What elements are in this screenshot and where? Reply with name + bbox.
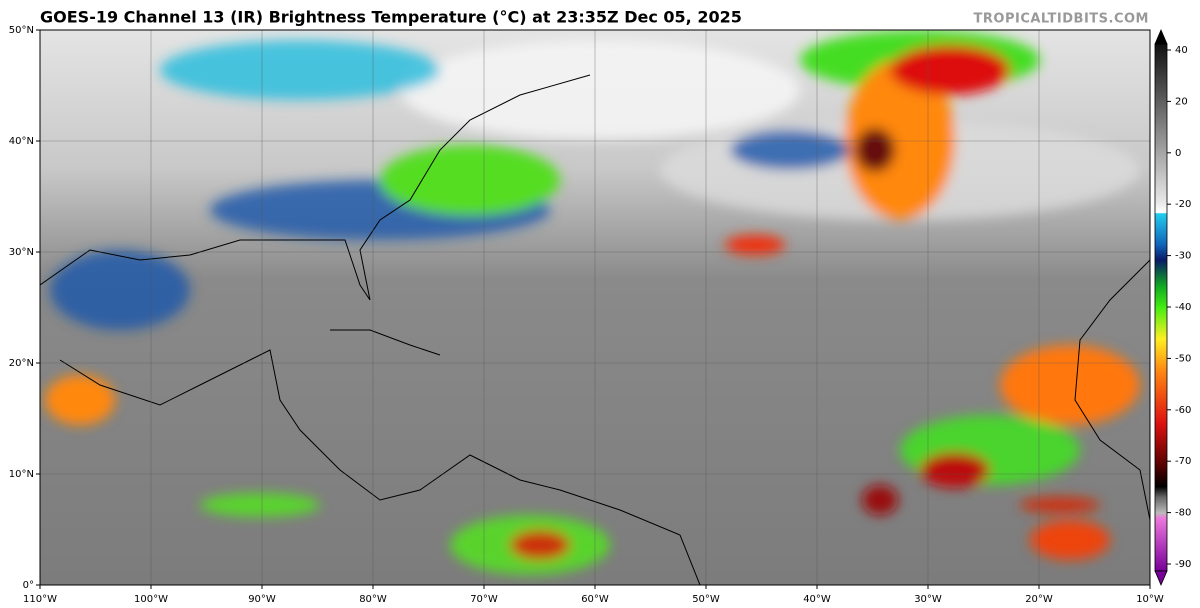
credit: TROPICALTIDBITS.COM [974, 12, 1149, 27]
title: GOES-19 Channel 13 (IR) Brightness Tempe… [40, 8, 742, 27]
colorbar-label: -30 [1175, 251, 1191, 262]
cloud-tops [45, 30, 1140, 575]
lat-label: 50°N [9, 25, 34, 36]
axis-labels: 50°N 40°N 30°N 20°N 10°N 0° 110°W 100°W 90°W 80°W… [9, 25, 1164, 605]
cloud [510, 530, 570, 560]
lat-label: 40°N [9, 136, 34, 147]
lon-label: 60°W [581, 594, 609, 605]
lon-label: 70°W [470, 594, 498, 605]
cloud [730, 130, 850, 170]
lon-label: 110°W [23, 594, 57, 605]
colorbar-label: -20 [1175, 199, 1191, 210]
cloud [862, 485, 898, 515]
colorbar-label: 40 [1175, 45, 1188, 56]
lon-label: 90°W [248, 594, 276, 605]
colorbar-ramp [1154, 43, 1168, 572]
cloud [725, 235, 785, 255]
coast-central-america [59, 349, 701, 585]
colorbar-label: -60 [1175, 405, 1191, 416]
cloud [160, 40, 440, 100]
coast-cuba [330, 329, 441, 356]
lat-label: 20°N [9, 358, 34, 369]
imagery [40, 30, 1150, 585]
lat-label: 10°N [9, 469, 34, 480]
colorbar-label: 20 [1175, 96, 1188, 107]
cloud [380, 145, 560, 215]
colorbar-label: -50 [1175, 353, 1191, 364]
graticule [40, 30, 1150, 585]
colorbar-ticks: 40 20 0 -20 -30 -40 -50 -60 -70 -80 -90 [1167, 45, 1191, 570]
lat-label: 30°N [9, 247, 34, 258]
colorbar: 40 20 0 -20 -30 -40 -50 -60 -70 -80 -90 [1154, 28, 1191, 587]
lon-label: 50°W [692, 594, 720, 605]
colorbar-label: 0 [1175, 148, 1181, 159]
cloud [400, 40, 800, 140]
coastlines [40, 74, 1150, 585]
colorbar-label: -90 [1175, 559, 1191, 570]
cloud [890, 45, 1010, 95]
lon-label: 40°W [803, 594, 831, 605]
cloud [920, 452, 990, 488]
cloud [845, 60, 955, 220]
cloud [50, 250, 190, 330]
coast-us [40, 74, 591, 301]
cloud [1030, 520, 1110, 560]
colorbar-extend-bottom [1154, 570, 1168, 587]
colorbar-extend-top [1154, 28, 1168, 45]
cloud [200, 493, 320, 517]
lon-label: 10°W [1136, 594, 1164, 605]
lon-label: 100°W [134, 594, 168, 605]
colorbar-label: -40 [1175, 302, 1191, 313]
lon-label: 20°W [1025, 594, 1053, 605]
cloud [855, 128, 895, 172]
colorbar-label: -80 [1175, 508, 1191, 519]
lon-label: 80°W [359, 594, 387, 605]
lon-label: 30°W [914, 594, 942, 605]
coast-africa [1074, 259, 1150, 521]
lat-label: 0° [23, 580, 34, 591]
cloud [1000, 345, 1140, 425]
cloud [1020, 497, 1100, 513]
cloud [45, 375, 115, 425]
colorbar-label: -70 [1175, 456, 1191, 467]
